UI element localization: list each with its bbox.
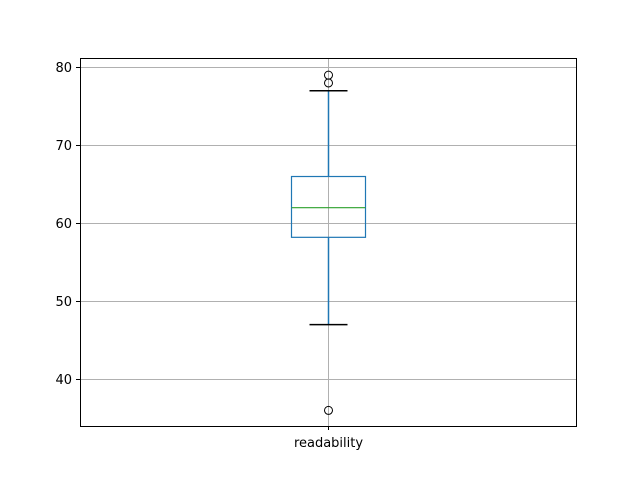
y-tick-label: 70 (55, 139, 72, 154)
x-axis: readability (294, 426, 363, 451)
y-tick-label: 60 (55, 217, 72, 232)
y-tick-label: 80 (55, 61, 72, 76)
outlier-point (324, 405, 333, 415)
y-tick-label: 50 (55, 295, 72, 310)
box-iqr (290, 175, 367, 238)
x-tick-label: readability (294, 436, 363, 451)
y-tick-label: 40 (55, 373, 72, 388)
y-axis: 40 50 60 70 80 (55, 61, 80, 388)
box-series (290, 70, 367, 415)
outlier-point (324, 78, 333, 88)
